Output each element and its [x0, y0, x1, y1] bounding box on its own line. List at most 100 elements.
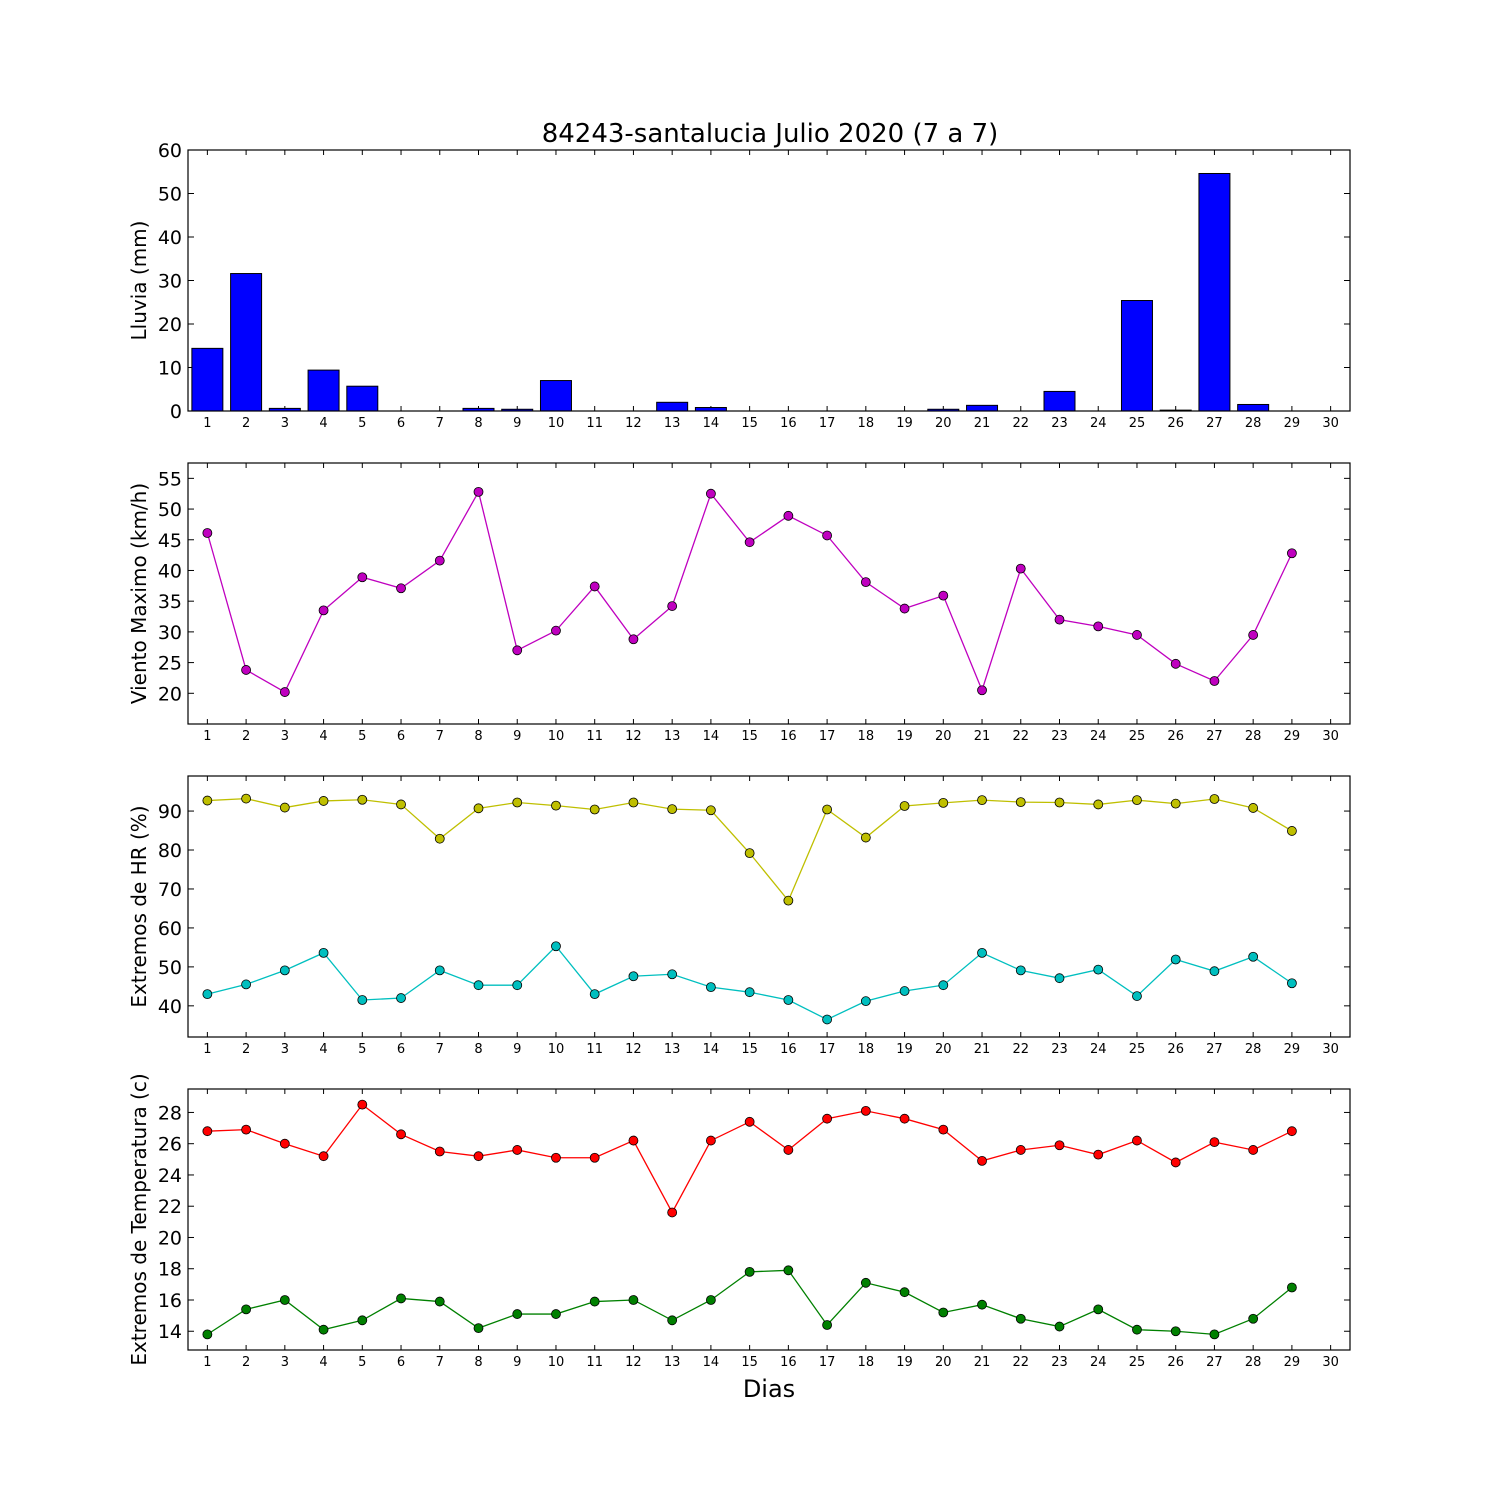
- x-tick-label: 16: [780, 729, 797, 744]
- x-tick-label: 2: [242, 416, 250, 431]
- panel-4: Extremos de Temperatura (c) 1416182022242…: [127, 1073, 1351, 1370]
- x-tick-label: 21: [974, 1355, 991, 1370]
- x-tick-label: 15: [741, 1355, 758, 1370]
- x-tick-label: 25: [1129, 1042, 1146, 1057]
- x-tick-label: 2: [242, 729, 250, 744]
- data-point: [202, 528, 213, 538]
- y-tick-label: 60: [158, 918, 182, 940]
- data-point: [318, 1324, 329, 1335]
- data-point: [589, 1296, 600, 1307]
- x-tick-label: 11: [586, 1042, 603, 1057]
- x-tick-label: 10: [548, 1042, 565, 1057]
- y-tick-label: 28: [158, 1102, 182, 1124]
- data-point: [628, 634, 639, 645]
- x-tick-label: 18: [858, 729, 875, 744]
- data-point: [202, 1126, 213, 1137]
- data-point: [783, 995, 794, 1005]
- data-point: [202, 1329, 213, 1340]
- x-tick-label: 17: [819, 1042, 836, 1057]
- x-tick-label: 19: [896, 1042, 913, 1057]
- x-tick-label: 20: [935, 729, 952, 744]
- data-point: [1132, 1324, 1142, 1335]
- data-point: [279, 1295, 290, 1305]
- x-tick-label: 12: [625, 729, 642, 744]
- axes-frame: [187, 1088, 1351, 1351]
- data-point: [899, 801, 910, 811]
- axes-frame: [187, 462, 1351, 725]
- x-tick-label: 14: [703, 1355, 720, 1370]
- x-tick-label: 18: [858, 1042, 875, 1057]
- y-axis-label: Lluvia (mm): [127, 221, 151, 341]
- data-point: [783, 895, 794, 906]
- data-point: [551, 1152, 561, 1163]
- data-point: [938, 797, 949, 808]
- x-tick-label: 12: [625, 416, 642, 431]
- data-point: [473, 803, 484, 814]
- data-point: [667, 601, 678, 611]
- data-point: [1287, 548, 1297, 559]
- y-tick-label: 30: [158, 622, 182, 644]
- y-tick-label: 22: [158, 1196, 182, 1218]
- x-tick-label: 8: [474, 416, 482, 431]
- data-point: [628, 971, 639, 982]
- x-tick-label: 12: [625, 1042, 642, 1057]
- x-tick-label: 30: [1322, 416, 1339, 431]
- y-tick-label: 60: [158, 140, 182, 162]
- data-point: [589, 804, 600, 815]
- data-point: [396, 583, 406, 594]
- x-tick-label: 11: [586, 416, 603, 431]
- data-point: [357, 794, 368, 805]
- x-tick-label: 23: [1051, 1042, 1068, 1057]
- data-point: [279, 1138, 290, 1149]
- data-point: [744, 1116, 755, 1127]
- y-tick-label: 45: [158, 530, 182, 552]
- x-tick-label: 30: [1322, 729, 1339, 744]
- data-point: [318, 605, 329, 616]
- data-point: [551, 625, 561, 636]
- data-point: [396, 799, 406, 810]
- x-tick-label: 23: [1051, 729, 1068, 744]
- data-point: [822, 530, 832, 541]
- x-tick-label: 8: [474, 1042, 482, 1057]
- x-tick-label: 11: [586, 1355, 603, 1370]
- x-tick-label: 12: [625, 1355, 642, 1370]
- series-line: [207, 945, 1293, 1021]
- x-tick-label: 4: [319, 1355, 327, 1370]
- x-tick-label: 28: [1245, 729, 1262, 744]
- bar: [539, 380, 572, 412]
- data-point: [899, 986, 910, 996]
- data-point: [279, 965, 290, 976]
- data-point: [667, 969, 678, 980]
- x-tick-label: 3: [281, 729, 289, 744]
- x-tick-label: 26: [1167, 1042, 1184, 1057]
- data-point: [434, 1296, 445, 1307]
- x-tick-label: 20: [935, 1355, 952, 1370]
- x-tick-label: 30: [1322, 1042, 1339, 1057]
- data-point: [628, 1295, 639, 1305]
- bar: [966, 404, 999, 412]
- x-tick-label: 18: [858, 416, 875, 431]
- data-point: [1015, 563, 1026, 574]
- data-point: [1209, 676, 1220, 686]
- y-tick-label: 20: [158, 1227, 182, 1249]
- x-tick-label: 22: [1012, 416, 1029, 431]
- x-tick-label: 24: [1090, 1042, 1107, 1057]
- x-tick-label: 11: [586, 729, 603, 744]
- x-tick-label: 1: [203, 1355, 211, 1370]
- data-point: [551, 1309, 561, 1319]
- bar: [1043, 390, 1076, 412]
- y-tick-label: 40: [158, 227, 182, 249]
- data-point: [473, 486, 484, 497]
- data-point: [1209, 966, 1220, 977]
- series-line: [207, 1269, 1293, 1336]
- data-point: [744, 537, 755, 548]
- y-tick-label: 26: [158, 1134, 182, 1156]
- y-tick-label: 55: [158, 468, 182, 490]
- data-point: [860, 1277, 871, 1288]
- x-tick-label: 9: [513, 1042, 521, 1057]
- data-point: [473, 1151, 484, 1162]
- x-tick-label: 15: [741, 1042, 758, 1057]
- x-tick-label: 23: [1051, 1355, 1068, 1370]
- data-point: [589, 581, 600, 592]
